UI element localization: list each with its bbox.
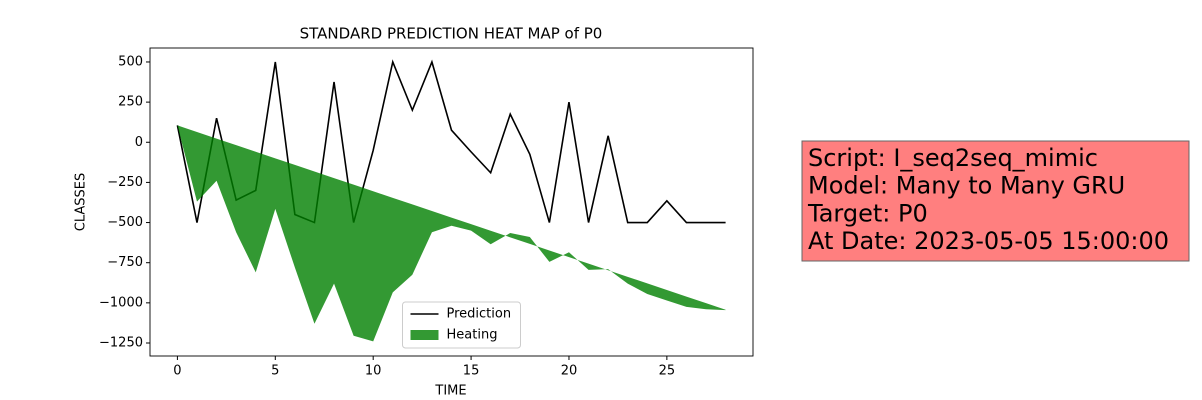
- legend-swatch: [410, 330, 439, 340]
- y-tick-label: 500: [118, 54, 143, 69]
- plot-frame: [149, 47, 754, 357]
- x-tick-label: 0: [173, 364, 181, 379]
- legend-label: Prediction: [447, 307, 512, 322]
- annotation-line: Script: I_seq2seq_mimic: [808, 144, 1098, 172]
- x-axis-label: TIME: [434, 384, 466, 399]
- prediction-line: [176, 59, 726, 224]
- y-tick-label: −1000: [99, 295, 143, 310]
- x-tick-label: 15: [463, 364, 480, 379]
- annotation-line: Model: Many to Many GRU: [808, 172, 1125, 200]
- heating-area: [177, 125, 726, 342]
- y-axis-label: CLASSES: [74, 173, 89, 231]
- x-tick-label: 10: [365, 364, 382, 379]
- y-tick-label: −250: [107, 175, 143, 190]
- annotation-box: [801, 140, 1190, 262]
- y-tick-label: −750: [107, 255, 143, 270]
- x-tick-label: 5: [271, 364, 279, 379]
- x-tick-label: 20: [561, 364, 578, 379]
- y-tick-label: −500: [107, 215, 143, 230]
- y-tick-label: −1250: [99, 335, 143, 350]
- annotation-line: Target: P0: [807, 199, 928, 227]
- annotation-line: At Date: 2023-05-05 15:00:00: [808, 227, 1169, 255]
- y-tick-label: 250: [118, 95, 143, 110]
- chart-title: STANDARD PREDICTION HEAT MAP of P0: [300, 25, 603, 43]
- x-tick-label: 25: [659, 364, 676, 379]
- legend-label: Heating: [447, 328, 498, 343]
- y-tick-label: 0: [135, 135, 143, 150]
